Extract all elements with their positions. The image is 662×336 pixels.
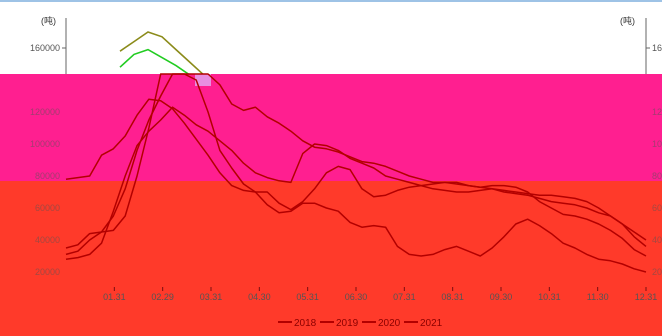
x-tick-label: 02.29: [151, 292, 174, 302]
right-unit-label: (吨): [620, 15, 635, 26]
x-tick-label: 11.30: [587, 292, 609, 302]
x-tick-labels-bottom: 01.31 02.29 03.31 04.30 05.31 06.30 07.31 08.31…: [103, 287, 657, 302]
top-border-line: [0, 0, 662, 2]
left-unit-label: (吨): [41, 15, 56, 26]
x-tick-label: 12.31: [635, 292, 658, 302]
legend-label-2019: 2019: [336, 318, 359, 329]
left-tick-label: 160000: [30, 43, 60, 53]
series-line-2018: [65, 98, 647, 257]
left-tick-label-overlay: 60000: [35, 203, 60, 213]
right-tick-label-overlay: 20000: [652, 267, 662, 277]
x-tick-label: 08.31: [441, 292, 464, 302]
overlay-tick-labels: 120000 100000 80000 60000 40000 20000 120000 10…: [30, 107, 662, 277]
legend-label-2021: 2021: [420, 318, 443, 329]
right-tick-label-overlay: 40000: [652, 235, 662, 245]
left-tick-label-overlay: 100000: [30, 139, 60, 149]
x-tick-label: 06.30: [345, 292, 368, 302]
legend-label-2018: 2018: [294, 318, 317, 329]
series-lines-group: [65, 73, 647, 273]
right-tick-label-overlay: 100000: [652, 139, 662, 149]
x-tick-label: 03.31: [200, 292, 223, 302]
red-overlay: [0, 181, 662, 301]
olive-series-line: [119, 31, 205, 76]
x-tick-label: 05.31: [296, 292, 319, 302]
x-tick-label: 04.30: [248, 292, 271, 302]
small-pink-marker: [195, 74, 211, 86]
right-tick-label-overlay: 120000: [652, 107, 662, 117]
left-tick-label-overlay: 20000: [35, 267, 60, 277]
magenta-overlay: [0, 74, 662, 194]
x-tick-label: 09.30: [490, 292, 513, 302]
series-line-2021: [65, 73, 647, 273]
right-tick-label-overlay: 60000: [652, 203, 662, 213]
series-line-2019: [65, 73, 647, 249]
left-tick-label-overlay: 80000: [35, 171, 60, 181]
series-line-2020: [65, 106, 647, 260]
chart-legend: 2018 2019 2020 2021: [278, 318, 443, 329]
red-overlay-bottom: [0, 301, 662, 336]
left-tick-label-overlay: 120000: [30, 107, 60, 117]
left-tick-label-overlay: 40000: [35, 235, 60, 245]
x-tick-label: 10.31: [538, 292, 561, 302]
x-tick-label: 07.31: [393, 292, 416, 302]
right-tick-label: 160000: [652, 43, 662, 53]
x-tick-label: 01.31: [103, 292, 126, 302]
right-tick-label-overlay: 80000: [652, 171, 662, 181]
legend-label-2020: 2020: [378, 318, 401, 329]
